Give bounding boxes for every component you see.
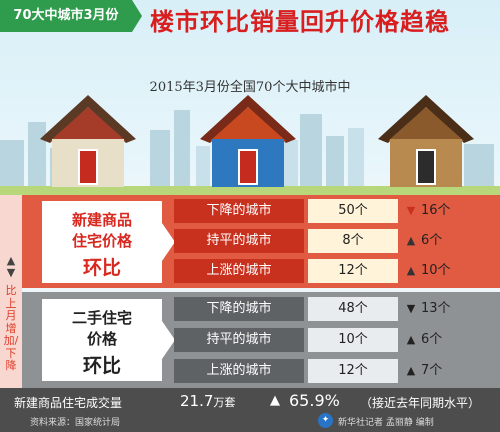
- row-value: 50个: [308, 199, 398, 223]
- row-change: ▲ 10个: [404, 259, 484, 283]
- new-homes-label-line2: 住宅价格: [71, 232, 132, 250]
- growth-note: （接近去年同期水平）: [360, 396, 481, 410]
- row-value: 10个: [308, 328, 398, 352]
- row-name: 持平的城市: [174, 328, 304, 352]
- row-name: 上涨的城市: [174, 359, 304, 383]
- down-arrow-icon: ▼: [406, 302, 416, 315]
- up-arrow-icon: ▲: [406, 364, 416, 377]
- up-arrow-icon: ▲: [406, 234, 416, 247]
- row-value: 8个: [308, 229, 398, 253]
- growth-percent: 65.9%: [289, 391, 340, 410]
- house-blue-icon: [200, 95, 296, 195]
- data-source: 资料来源：国家统计局: [30, 418, 121, 428]
- house-brown-icon: [378, 95, 474, 195]
- down-arrow-icon: ▼: [406, 204, 416, 217]
- credit: 新华社记者 孟丽静 编制: [338, 418, 434, 428]
- up-down-arrows-icon: ▲ ▼: [6, 254, 16, 279]
- new-homes-label-line3: 环比: [82, 257, 121, 279]
- row-value: 12个: [308, 259, 398, 283]
- row-name: 下降的城市: [174, 297, 304, 321]
- row-change-value: 7个: [421, 363, 443, 378]
- row-change: ▲ 6个: [404, 229, 484, 253]
- second-hand-section: 二手住宅 价格 环比 下降的城市 48个 ▼ 13个 持平的城市 10个 ▲ 6个 …: [22, 292, 500, 388]
- header-badge: 70大中城市3月份: [0, 0, 142, 32]
- row-change-value: 6个: [421, 332, 443, 347]
- row-name: 持平的城市: [174, 229, 304, 253]
- side-note: 比上月增加/下降: [3, 284, 19, 372]
- volume-number: 21.7: [180, 392, 214, 410]
- new-homes-section: 新建商品 住宅价格 环比 下降的城市 50个 ▼ 16个 持平的城市 8个 ▲ 6个…: [22, 195, 500, 288]
- new-homes-label-line1: 新建商品: [71, 211, 132, 229]
- row-change: ▲ 7个: [404, 359, 484, 383]
- house-red-icon: [40, 95, 136, 195]
- row-change-value: 16个: [421, 203, 451, 218]
- volume-value: 21.7万套: [180, 392, 235, 410]
- row-change: ▼ 13个: [404, 297, 484, 321]
- volume-unit: 万套: [213, 396, 236, 409]
- row-name: 下降的城市: [174, 199, 304, 223]
- second-hand-label-line3: 环比: [82, 355, 121, 377]
- row-change-value: 13个: [421, 301, 451, 316]
- row-change-value: 6个: [421, 233, 443, 248]
- row-value: 48个: [308, 297, 398, 321]
- up-arrow-icon: ▲: [406, 333, 416, 346]
- second-hand-label-line1: 二手住宅: [71, 309, 132, 327]
- side-strip: ▲ ▼ 比上月增加/下降: [0, 195, 22, 388]
- row-change-value: 10个: [421, 263, 451, 278]
- subtitle: 2015年3月份全国70个大中城市中: [149, 80, 351, 95]
- xinhua-logo-icon: ✦: [318, 413, 333, 428]
- second-hand-label: 二手住宅 价格 环比: [42, 299, 175, 381]
- row-change: ▼ 16个: [404, 199, 484, 223]
- up-arrow-icon: ▲: [406, 264, 416, 277]
- row-value: 12个: [308, 359, 398, 383]
- page-title: 楼市环比销量回升价格趋稳: [150, 8, 450, 36]
- volume-label: 新建商品住宅成交量: [14, 396, 123, 410]
- new-homes-label: 新建商品 住宅价格 环比: [42, 201, 175, 283]
- up-arrow-icon: ▲: [270, 393, 280, 408]
- row-change: ▲ 6个: [404, 328, 484, 352]
- footer: 新建商品住宅成交量 21.7万套 ▲ 65.9% （接近去年同期水平） 资料来源…: [0, 388, 500, 432]
- second-hand-label-line2: 价格: [86, 330, 117, 348]
- row-name: 上涨的城市: [174, 259, 304, 283]
